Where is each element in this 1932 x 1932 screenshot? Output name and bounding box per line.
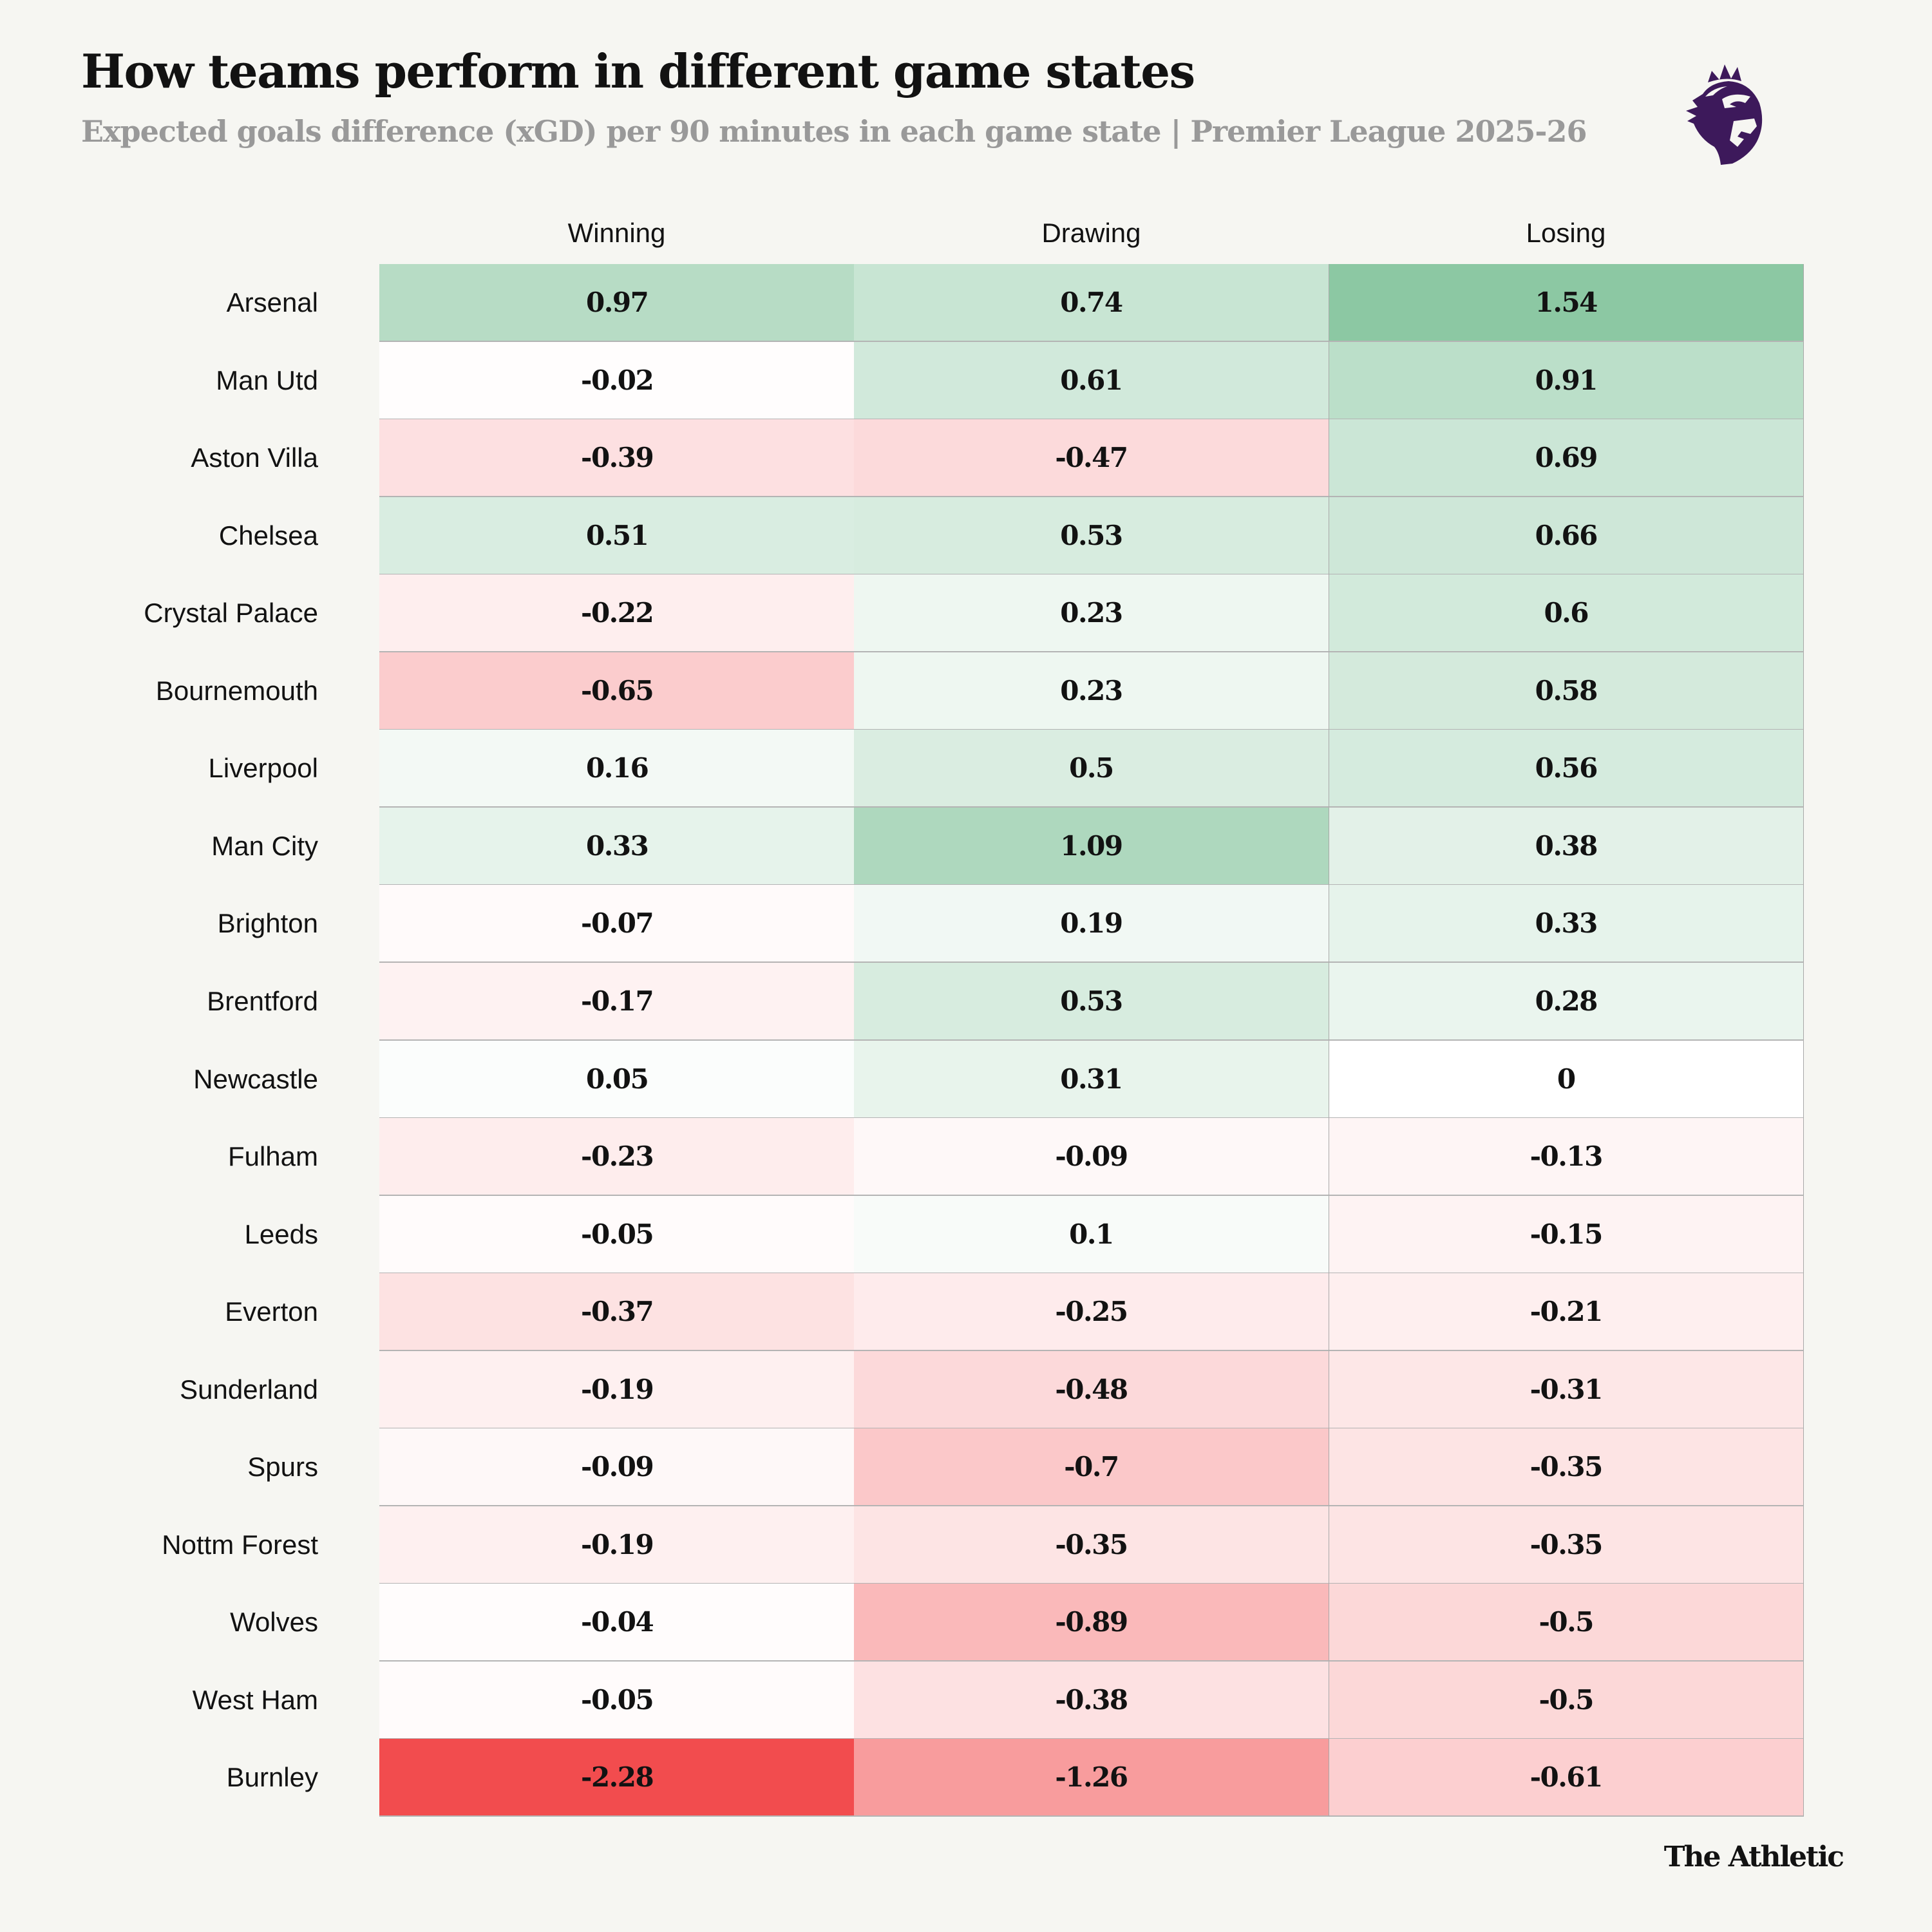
heatmap-cell: 0.05 (379, 1040, 856, 1119)
heatmap-cell: -0.65 (379, 652, 856, 730)
row-label: Man Utd (216, 365, 318, 395)
row-label: Spurs (247, 1452, 318, 1482)
row-label: Brighton (217, 908, 318, 939)
heatmap-cell: 0.28 (1329, 962, 1804, 1041)
heatmap-cell: -0.89 (854, 1584, 1329, 1662)
row-label: Chelsea (218, 520, 318, 551)
row-label: Bournemouth (155, 675, 318, 706)
heatmap-cell: -0.09 (854, 1118, 1329, 1197)
heatmap-cell: 0.58 (1329, 652, 1804, 730)
heatmap-cell: 0 (1329, 1040, 1804, 1119)
heatmap-cell: -0.02 (379, 341, 856, 420)
heatmap-cell: -0.05 (379, 1195, 856, 1274)
heatmap-cell: 0.6 (1329, 574, 1804, 653)
heatmap-cell: 0.33 (379, 807, 856, 886)
heatmap-cell: 0.97 (379, 264, 856, 343)
heatmap-cell: 0.56 (1329, 730, 1804, 808)
heatmap-cell: 0.69 (1329, 419, 1804, 498)
heatmap-cell: -0.61 (1329, 1739, 1804, 1817)
heatmap-cell: 0.5 (854, 730, 1329, 808)
heatmap-cell: 0.74 (854, 264, 1329, 343)
heatmap-cell: -0.22 (379, 574, 856, 653)
heatmap-cell: 0.91 (1329, 341, 1804, 420)
column-header-drawing: Drawing (1041, 218, 1141, 248)
heatmap-cell: -0.38 (854, 1661, 1329, 1739)
heatmap-cell: -0.7 (854, 1428, 1329, 1507)
heatmap-cell: -0.21 (1329, 1273, 1804, 1352)
heatmap-cell: -0.35 (854, 1506, 1329, 1584)
the-athletic-logo: The Athletic (1663, 1841, 1844, 1873)
column-header-losing: Losing (1526, 218, 1606, 248)
heatmap-cell: -0.05 (379, 1661, 856, 1739)
heatmap-cell: 0.23 (854, 574, 1329, 653)
heatmap-cell: 0.16 (379, 730, 856, 808)
heatmap-cell: 1.54 (1329, 264, 1804, 343)
row-label: Nottm Forest (162, 1529, 318, 1560)
chart-subtitle: Expected goals difference (xGD) per 90 m… (81, 114, 1587, 149)
row-label: Brentford (207, 985, 318, 1016)
heatmap-cell: -0.47 (854, 419, 1329, 498)
heatmap-cell: -0.19 (379, 1350, 856, 1429)
heatmap-cell: 0.23 (854, 652, 1329, 730)
heatmap-cell: -0.15 (1329, 1195, 1804, 1274)
heatmap-cell: 0.33 (1329, 885, 1804, 963)
heatmap-cell: -0.04 (379, 1584, 856, 1662)
chart-title: How teams perform in different game stat… (81, 44, 1195, 99)
heatmap-cell: -0.17 (379, 962, 856, 1041)
heatmap-cell: 0.31 (854, 1040, 1329, 1119)
row-label: Aston Villa (191, 442, 318, 473)
heatmap-cell: 1.09 (854, 807, 1329, 886)
heatmap-cell: 0.19 (854, 885, 1329, 963)
heatmap-cell: 0.1 (854, 1195, 1329, 1274)
heatmap-cell: -0.07 (379, 885, 856, 963)
heatmap-cell: -0.5 (1329, 1661, 1804, 1739)
heatmap-cell: -0.5 (1329, 1584, 1804, 1662)
heatmap-cell: -0.35 (1329, 1428, 1804, 1507)
heatmap-cell: -0.39 (379, 419, 856, 498)
heatmap-cell: -0.13 (1329, 1118, 1804, 1197)
row-label: Man City (211, 830, 318, 861)
heatmap-grid: 0.97 0.74 1.54 -0.02 0.61 0.91 -0.39 -0.47 0.69 0… (379, 264, 1804, 1817)
row-label: Everton (225, 1296, 318, 1327)
heatmap-cell: -0.25 (854, 1273, 1329, 1352)
row-label: Fulham (227, 1141, 318, 1172)
row-label: Liverpool (208, 753, 318, 784)
heatmap-cell: 0.51 (379, 497, 856, 575)
row-label: Newcastle (193, 1063, 318, 1094)
row-label: Arsenal (226, 287, 318, 317)
heatmap-cell: 0.53 (854, 962, 1329, 1041)
heatmap-cell: 0.53 (854, 497, 1329, 575)
heatmap-cell: -0.09 (379, 1428, 856, 1507)
heatmap-cell: -0.48 (854, 1350, 1329, 1429)
row-label: Wolves (230, 1607, 318, 1638)
heatmap-cell: -0.19 (379, 1506, 856, 1584)
column-header-winning: Winning (567, 218, 666, 248)
row-label: Burnley (226, 1762, 318, 1793)
heatmap-cell: -0.23 (379, 1118, 856, 1197)
heatmap-cell: -0.37 (379, 1273, 856, 1352)
heatmap-cell: -0.35 (1329, 1506, 1804, 1584)
row-label: West Ham (192, 1684, 318, 1715)
heatmap-cell: 0.61 (854, 341, 1329, 420)
heatmap-cell: -1.26 (854, 1739, 1329, 1817)
heatmap-cell: -0.31 (1329, 1350, 1804, 1429)
row-label: Leeds (244, 1218, 318, 1249)
heatmap-cell: -2.28 (379, 1739, 856, 1817)
row-label: Sunderland (180, 1374, 318, 1405)
row-label: Crystal Palace (144, 598, 318, 629)
heatmap-cell: 0.38 (1329, 807, 1804, 886)
premier-league-lion-icon (1686, 64, 1763, 165)
heatmap-cell: 0.66 (1329, 497, 1804, 575)
